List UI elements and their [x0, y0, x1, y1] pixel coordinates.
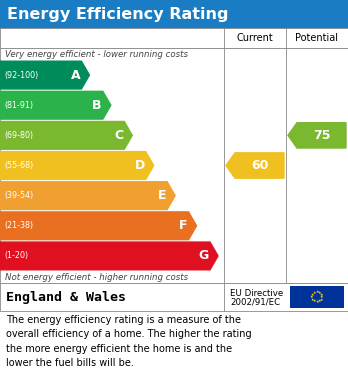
- Polygon shape: [0, 212, 197, 240]
- Polygon shape: [0, 242, 218, 270]
- Text: England & Wales: England & Wales: [6, 291, 126, 303]
- Text: EU Directive: EU Directive: [230, 289, 283, 298]
- Polygon shape: [0, 122, 132, 149]
- Text: (69-80): (69-80): [4, 131, 33, 140]
- Text: Current: Current: [237, 33, 274, 43]
- Polygon shape: [226, 153, 284, 178]
- Text: (81-91): (81-91): [4, 101, 33, 110]
- Text: ★: ★: [313, 291, 316, 295]
- Text: (21-38): (21-38): [4, 221, 33, 230]
- Text: ★: ★: [313, 300, 316, 303]
- Text: ★: ★: [319, 298, 323, 301]
- Bar: [0, 48, 348, 283]
- Text: ★: ★: [318, 300, 321, 303]
- Text: Very energy efficient - lower running costs: Very energy efficient - lower running co…: [5, 50, 188, 59]
- Text: B: B: [92, 99, 102, 112]
- Text: ★: ★: [319, 292, 323, 296]
- Bar: [290, 286, 344, 308]
- Text: 2002/91/EC: 2002/91/EC: [230, 298, 280, 307]
- Text: ★: ★: [311, 298, 315, 301]
- Polygon shape: [0, 182, 175, 210]
- Text: The energy efficiency rating is a measure of the
overall efficiency of a home. T: The energy efficiency rating is a measur…: [6, 315, 252, 368]
- Polygon shape: [0, 91, 111, 119]
- Text: A: A: [71, 68, 80, 82]
- Text: 75: 75: [313, 129, 330, 142]
- Text: F: F: [179, 219, 188, 232]
- Text: Not energy efficient - higher running costs: Not energy efficient - higher running co…: [5, 273, 188, 282]
- Text: (1-20): (1-20): [4, 251, 28, 260]
- Polygon shape: [288, 123, 346, 148]
- Text: G: G: [199, 249, 209, 262]
- Text: ★: ★: [315, 300, 319, 304]
- Text: 60: 60: [251, 159, 268, 172]
- Text: (55-68): (55-68): [4, 161, 33, 170]
- Text: (39-54): (39-54): [4, 191, 33, 200]
- Text: D: D: [134, 159, 145, 172]
- Text: (92-100): (92-100): [4, 70, 38, 80]
- Bar: [0, 283, 348, 311]
- Text: ★: ★: [311, 292, 315, 296]
- Text: ★: ★: [310, 295, 314, 299]
- Polygon shape: [0, 152, 154, 179]
- Text: Potential: Potential: [295, 33, 339, 43]
- Bar: [0, 28, 348, 48]
- Text: E: E: [158, 189, 166, 202]
- Text: Energy Efficiency Rating: Energy Efficiency Rating: [7, 7, 229, 22]
- Text: ★: ★: [318, 291, 321, 295]
- Text: C: C: [114, 129, 123, 142]
- Bar: [0, 0, 348, 28]
- Text: ★: ★: [315, 290, 319, 294]
- Polygon shape: [0, 61, 89, 89]
- Text: ★: ★: [320, 295, 324, 299]
